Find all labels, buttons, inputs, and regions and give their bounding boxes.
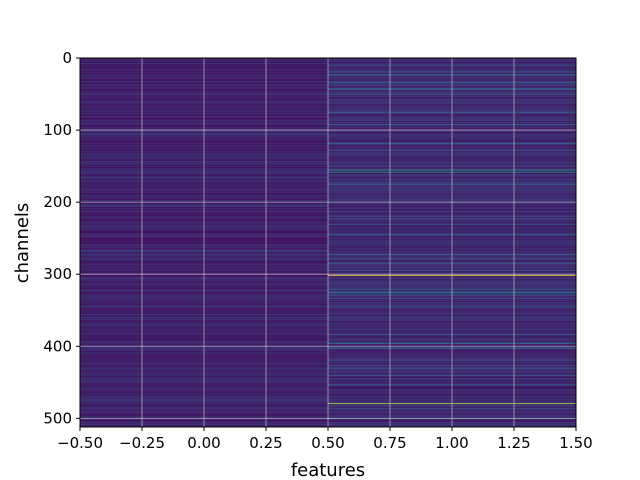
x-tick-label: 0.50 (311, 434, 344, 452)
x-tick-label: 1.25 (497, 434, 530, 452)
x-axis-label: features (291, 460, 365, 480)
x-tick-label: 0.00 (187, 434, 220, 452)
x-tick-label: −0.25 (119, 434, 165, 452)
y-axis-label: channels (12, 203, 33, 284)
y-tick-label: 200 (43, 193, 72, 211)
y-axis-ticks: 0 100 200 300 400 500 (43, 49, 80, 427)
y-tick-label: 500 (43, 409, 72, 427)
x-tick-label: 0.75 (373, 434, 406, 452)
x-tick-label: −0.50 (57, 434, 103, 452)
x-tick-label: 0.25 (249, 434, 282, 452)
y-tick-label: 300 (43, 265, 72, 283)
x-tick-label: 1.50 (559, 434, 592, 452)
x-tick-label: 1.00 (435, 434, 468, 452)
y-tick-label: 400 (43, 337, 72, 355)
y-tick-label: 0 (62, 49, 72, 67)
y-tick-label: 100 (43, 121, 72, 139)
x-axis-ticks: −0.50 −0.25 0.00 0.25 0.50 0.75 1.00 1.25 1.50 (57, 427, 593, 452)
